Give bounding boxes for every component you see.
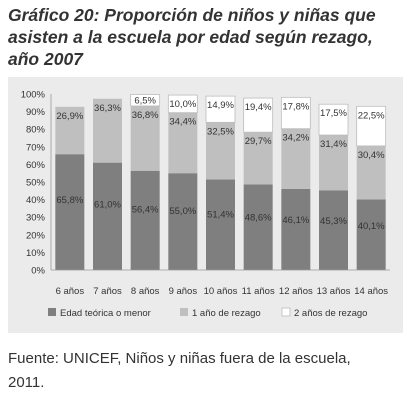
- data-label: 45,3%: [320, 216, 347, 227]
- data-label: 14,9%: [207, 100, 234, 111]
- data-label: 32,5%: [207, 126, 234, 137]
- bar-segment: [319, 190, 348, 270]
- data-label: 22,5%: [358, 110, 385, 121]
- source-line-2: 2011.: [8, 374, 45, 391]
- title-line-1: Gráfico 20: Proporción de niños y niñas …: [8, 5, 376, 25]
- y-tick-label: 30%: [26, 213, 46, 224]
- legend-label: 1 año de rezago: [192, 308, 261, 319]
- x-tick-label: 8 años: [131, 286, 160, 297]
- bar-segment: [356, 199, 386, 270]
- bar-segment: [243, 97, 274, 133]
- data-label: 6,5%: [134, 96, 156, 107]
- bar-segment: [168, 112, 198, 174]
- data-label: 48,6%: [245, 212, 272, 223]
- bar-segment: [281, 188, 311, 270]
- data-label: 36,3%: [94, 103, 121, 114]
- y-tick-label: 100%: [21, 90, 46, 101]
- data-label: 34,4%: [169, 117, 196, 128]
- title-line-3: año 2007: [8, 49, 83, 69]
- x-tick-label: 13 años: [317, 286, 351, 297]
- y-tick-label: 40%: [26, 195, 46, 206]
- bar-segment: [356, 105, 387, 147]
- bar-segment: [130, 170, 160, 270]
- data-label: 46,1%: [282, 215, 309, 226]
- data-label: 51,4%: [207, 210, 234, 221]
- x-tick-label: 10 años: [204, 286, 238, 297]
- bar-segment: [243, 132, 273, 185]
- x-tick-label: 9 años: [169, 286, 198, 297]
- bar-segment: [55, 154, 85, 270]
- y-tick-label: 60%: [26, 160, 46, 171]
- bar-segment: [206, 122, 235, 180]
- y-tick-label: 80%: [26, 125, 46, 136]
- bar-segment: [167, 94, 198, 114]
- bar-segment: [93, 98, 122, 163]
- title-line-2: asisten a la escuela por edad según reza…: [8, 27, 373, 47]
- data-label: 17,8%: [282, 101, 309, 112]
- data-label: 31,4%: [320, 139, 347, 150]
- bar-segment: [93, 162, 122, 270]
- data-label: 17,5%: [320, 108, 347, 119]
- bar-segment: [319, 135, 348, 191]
- x-tick-label: 6 años: [56, 286, 85, 297]
- y-tick-label: 50%: [26, 178, 46, 189]
- legend-swatch: [48, 308, 56, 316]
- legend-swatch: [180, 308, 188, 316]
- data-label: 61,0%: [94, 200, 121, 211]
- data-label: 26,9%: [56, 111, 83, 122]
- source-note: Fuente: UNICEF, Niños y niñas fuera de l…: [8, 347, 408, 395]
- data-label: 56,4%: [132, 204, 159, 215]
- bar-segment: [356, 145, 386, 200]
- legend-swatch: [281, 307, 291, 317]
- chart-title: Gráfico 20: Proporción de niños y niñas …: [8, 4, 408, 70]
- bar-segment: [206, 179, 235, 270]
- bar-segment: [318, 103, 349, 136]
- bar-segment: [55, 106, 85, 155]
- data-label: 36,8%: [132, 110, 159, 121]
- y-tick-label: 90%: [26, 107, 46, 118]
- x-tick-label: 7 años: [93, 286, 122, 297]
- y-tick-label: 20%: [26, 230, 46, 241]
- data-label: 40,1%: [358, 221, 385, 232]
- bar-segment: [130, 94, 161, 107]
- y-tick-label: 10%: [26, 248, 46, 259]
- data-label: 19,4%: [245, 102, 272, 113]
- bar-segment: [281, 128, 311, 189]
- data-label: 30,4%: [358, 150, 385, 161]
- x-tick-label: 11 años: [242, 286, 275, 297]
- stacked-bar-chart: 0% 10% 20% 30% 40% 50% 60% 70% 80% 90% 100% 65,8% 26…: [21, 90, 390, 319]
- y-tick-label: 0%: [31, 266, 45, 277]
- data-label: 34,2%: [282, 133, 309, 144]
- legend-label: Edad teórica o menor: [60, 308, 151, 319]
- data-label: 55,0%: [169, 206, 196, 217]
- x-tick-label: 12 años: [279, 286, 313, 297]
- data-label: 65,8%: [56, 195, 83, 206]
- source-line-1: Fuente: UNICEF, Niños y niñas fuera de l…: [8, 350, 351, 367]
- data-label: 29,7%: [245, 136, 272, 147]
- chart-area: 0% 10% 20% 30% 40% 50% 60% 70% 80% 90% 100% 65,8% 26…: [8, 77, 403, 333]
- data-label: 10,0%: [169, 99, 196, 110]
- y-tick-label: 70%: [26, 142, 46, 153]
- legend-label: 2 años de rezago: [294, 308, 367, 319]
- bar-segment: [205, 95, 236, 123]
- bar-segment: [130, 105, 160, 171]
- bar-segment: [243, 184, 273, 270]
- x-tick-label: 14 años: [354, 286, 388, 297]
- bar-segment: [280, 96, 311, 130]
- bar-segment: [168, 173, 198, 270]
